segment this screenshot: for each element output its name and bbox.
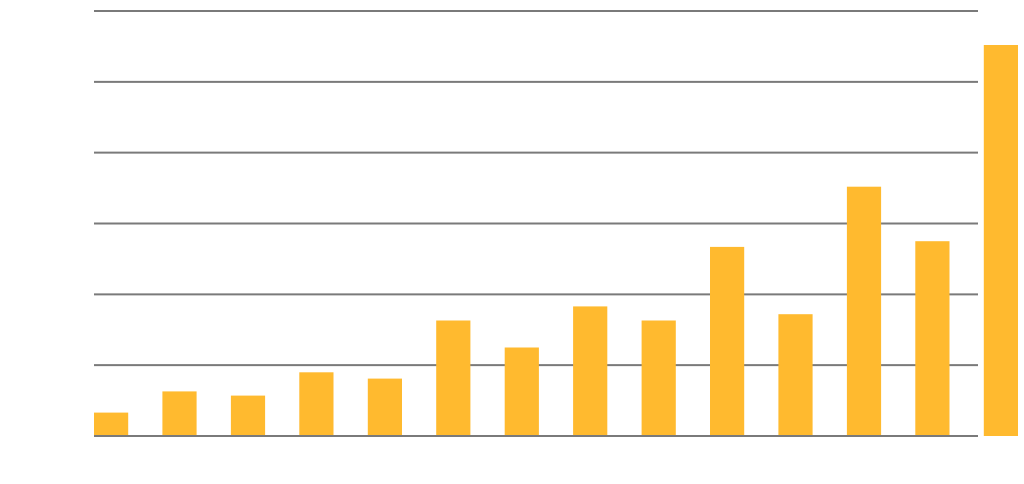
bar-11 <box>778 314 813 436</box>
bar-13 <box>915 241 950 436</box>
bar-9 <box>641 320 676 436</box>
bar-7 <box>504 347 539 436</box>
bar-3 <box>230 395 266 436</box>
gridlines <box>94 10 978 367</box>
bar-8 <box>573 306 608 436</box>
bar-4 <box>299 372 334 437</box>
bar-14 <box>983 45 1018 436</box>
bar-6 <box>436 320 471 436</box>
bar-12 <box>846 186 882 436</box>
bar-2 <box>162 391 197 436</box>
bars <box>94 45 1018 437</box>
bar-10 <box>710 246 745 436</box>
bar-1 <box>94 412 129 436</box>
bar-5 <box>367 378 402 436</box>
